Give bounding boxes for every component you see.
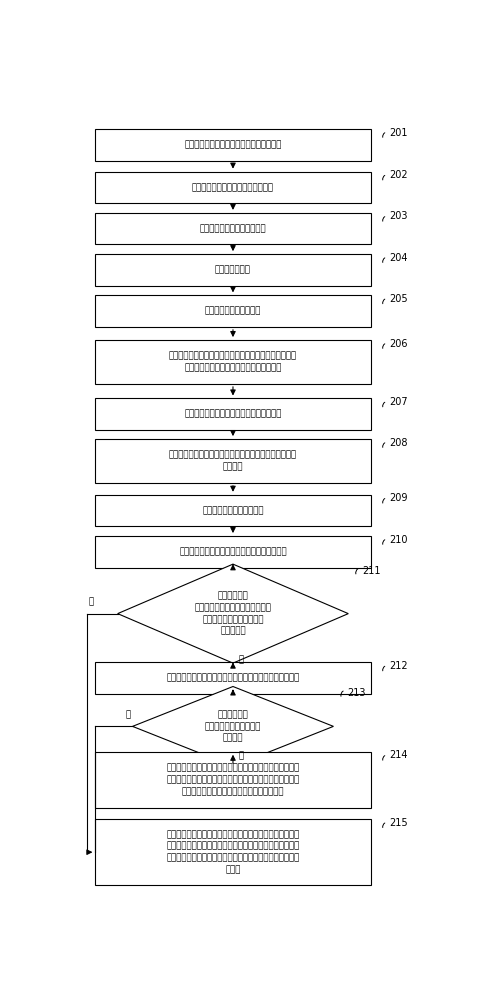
Text: 203: 203	[389, 211, 408, 221]
Text: 确定所述数据库中不存在与所述目标特征值相似的相似待匹
配特征值，向所述外部缺陷管理工具提交所述目标软件缺陷
信息，并将所述目标特征值作为待匹配特征值添加到所述数: 确定所述数据库中不存在与所述目标特征值相似的相似待匹 配特征值，向所述外部缺陷管…	[167, 830, 300, 874]
Text: 204: 204	[389, 253, 408, 263]
Text: 根据所述映射关系，确定所述目标软件缺陷信息对应的目
标特征值: 根据所述映射关系，确定所述目标软件缺陷信息对应的目 标特征值	[169, 451, 297, 471]
Bar	[96, 662, 371, 694]
Text: 获取符合所述模板格式的目标软件缺陷信息: 获取符合所述模板格式的目标软件缺陷信息	[184, 410, 282, 419]
Text: 201: 201	[389, 128, 408, 138]
Text: 判断所述数据
库中是否存在至少一个与所述目标
特征值的位数相等的目标待
匹配特征值: 判断所述数据 库中是否存在至少一个与所述目标 特征值的位数相等的目标待 匹配特征…	[194, 591, 271, 636]
Text: 是: 是	[239, 655, 244, 664]
Text: 214: 214	[389, 750, 408, 760]
Bar	[96, 752, 371, 808]
Text: 设置用于存储待匹配特征值的数据库: 设置用于存储待匹配特征值的数据库	[192, 183, 274, 192]
Text: 判断是否存在
至少一个所述相似度大于
预设阈值: 判断是否存在 至少一个所述相似度大于 预设阈值	[205, 710, 261, 743]
Text: 确定所述数据库中存在与所述目标特征值相似的相似待匹配
特征值，禁止向用于存储软件缺陷信息的外部缺陷管理工具
提交所述目标软件缺陷信息，并结束当前流程: 确定所述数据库中存在与所述目标特征值相似的相似待匹配 特征值，禁止向用于存储软件…	[167, 764, 300, 796]
Bar	[96, 439, 371, 483]
Text: 213: 213	[347, 688, 366, 698]
Bar	[96, 819, 371, 885]
Text: 确定所述数据库中，每一个待匹配特征值的位数: 确定所述数据库中，每一个待匹配特征值的位数	[179, 547, 287, 556]
Bar	[96, 129, 371, 161]
Bar	[96, 254, 371, 286]
Bar	[96, 398, 371, 430]
Bar	[96, 340, 371, 384]
Bar	[96, 172, 371, 203]
Bar	[96, 295, 371, 327]
Text: 分别确定各个目标待匹配特征值与所述目标特征值的相似度: 分别确定各个目标待匹配特征值与所述目标特征值的相似度	[167, 674, 300, 683]
Text: 根据所述提交请求，输出所述模板格式，以使所述用户根
据所述模板格式生成所述目标软件缺陷信息: 根据所述提交请求，输出所述模板格式，以使所述用户根 据所述模板格式生成所述目标软…	[169, 352, 297, 372]
Text: 215: 215	[389, 818, 408, 828]
Text: 209: 209	[389, 493, 408, 503]
Text: 获取用户输入的提交请求: 获取用户输入的提交请求	[205, 307, 261, 316]
Text: 212: 212	[389, 661, 408, 671]
Bar	[96, 213, 371, 244]
Text: 否: 否	[89, 598, 94, 607]
Text: 208: 208	[389, 438, 408, 448]
Polygon shape	[132, 686, 334, 766]
Bar	[96, 495, 371, 526]
Text: 确定软件缺陷信息与特征值之间的映射关系: 确定软件缺陷信息与特征值之间的映射关系	[184, 140, 282, 149]
Text: 否: 否	[126, 710, 131, 720]
Text: 202: 202	[389, 170, 408, 180]
Text: 确定所述目标特征值的位数: 确定所述目标特征值的位数	[202, 506, 264, 515]
Text: 是: 是	[239, 751, 244, 760]
Text: 211: 211	[362, 566, 381, 576]
Text: 207: 207	[389, 397, 408, 407]
Polygon shape	[118, 564, 348, 663]
Text: 设置软件缺陷信息的模板格式: 设置软件缺陷信息的模板格式	[200, 224, 266, 233]
Text: 设置相似度阈值: 设置相似度阈值	[215, 265, 251, 274]
Text: 205: 205	[389, 294, 408, 304]
Text: 206: 206	[389, 339, 408, 349]
Bar	[96, 536, 371, 568]
Text: 210: 210	[389, 535, 408, 545]
